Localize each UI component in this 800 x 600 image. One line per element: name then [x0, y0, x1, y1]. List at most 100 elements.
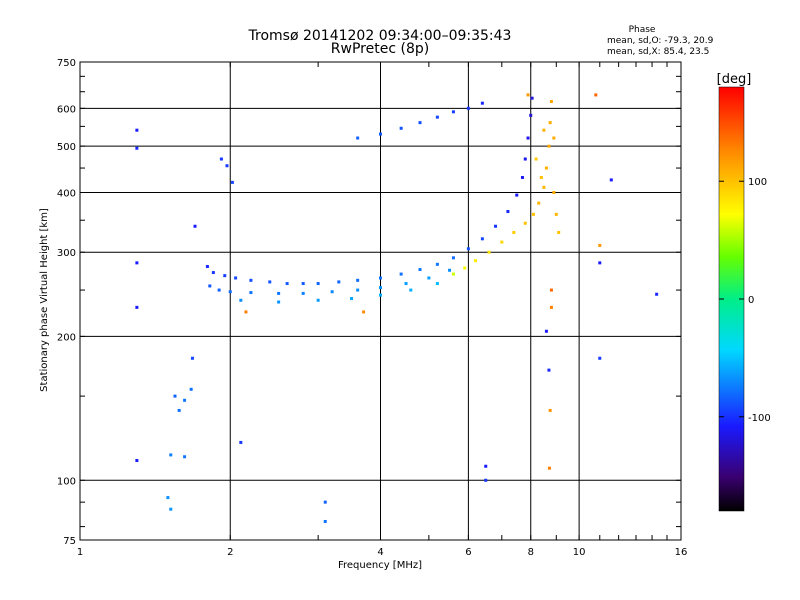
data-point	[337, 280, 341, 284]
data-point	[547, 368, 551, 372]
data-point	[523, 221, 527, 225]
data-point	[448, 268, 452, 272]
data-point	[379, 276, 382, 280]
data-point	[301, 291, 305, 295]
x-tick-label: 16	[675, 547, 688, 558]
data-point	[598, 356, 602, 360]
data-point	[451, 272, 455, 276]
data-point	[217, 288, 221, 292]
axis-ticks	[79, 61, 682, 540]
data-point	[362, 310, 366, 314]
data-point	[435, 282, 439, 286]
data-point	[547, 144, 551, 148]
data-point	[484, 464, 488, 468]
data-point	[330, 290, 334, 294]
data-point	[466, 247, 470, 251]
y-tick-label: 75	[63, 536, 76, 547]
data-point	[183, 455, 187, 459]
data-point	[350, 297, 354, 301]
data-point	[487, 250, 491, 254]
data-point	[418, 268, 422, 272]
y-axis-label: Stationary phase Virtual Height [km]	[39, 208, 50, 392]
data-point	[230, 180, 234, 184]
x-tick-label: 1	[77, 547, 83, 558]
data-point	[463, 266, 467, 270]
data-point	[523, 157, 527, 161]
colorbar-ticks: 100 0 -100	[719, 177, 771, 424]
data-point	[234, 276, 238, 280]
data-point	[557, 230, 561, 234]
data-point	[552, 190, 556, 194]
data-point	[189, 387, 193, 391]
x-tick-label: 2	[227, 547, 233, 558]
data-point	[249, 291, 253, 295]
colorbar-tick-label: 0	[748, 295, 754, 306]
x-tick-label: 4	[377, 547, 383, 558]
x-tick-label: 6	[465, 547, 471, 558]
data-point	[277, 300, 281, 304]
chart-subtitle: RwPretec (8p)	[331, 41, 429, 57]
data-point	[285, 282, 289, 286]
data-point	[169, 507, 173, 511]
data-point	[529, 113, 533, 117]
data-point	[211, 271, 215, 275]
data-points	[135, 93, 659, 523]
data-point	[547, 466, 551, 470]
data-point	[356, 136, 360, 140]
data-point	[173, 394, 177, 398]
data-point	[549, 288, 553, 292]
data-point	[223, 274, 227, 278]
data-point	[451, 256, 455, 260]
data-point	[549, 100, 553, 104]
data-point	[655, 292, 659, 296]
data-point	[249, 278, 253, 282]
data-point	[544, 329, 548, 333]
data-point	[549, 305, 553, 309]
data-point	[526, 93, 530, 97]
stats-x-line: mean, sd,X: 85.4, 23.5	[607, 47, 709, 57]
data-point	[435, 115, 439, 119]
data-point	[399, 126, 403, 130]
colorbar-tick-label: -100	[748, 413, 771, 424]
data-point	[244, 310, 248, 314]
data-point	[301, 282, 305, 286]
x-tick-label: 10	[573, 547, 586, 558]
tick-labels: 1 2 4 6 8 10 16 75 100 200 300 400 500 600 750	[57, 58, 687, 558]
data-point	[169, 453, 173, 457]
data-point	[435, 262, 439, 266]
y-tick-label: 300	[57, 248, 76, 259]
y-tick-label: 100	[57, 476, 76, 487]
data-point	[484, 478, 488, 482]
data-point	[190, 356, 194, 360]
data-point	[208, 284, 212, 288]
data-point	[480, 101, 484, 105]
data-point	[135, 146, 139, 150]
data-point	[500, 240, 504, 244]
data-point	[239, 440, 243, 444]
data-point	[534, 157, 538, 161]
data-point	[379, 293, 382, 297]
data-point	[404, 282, 408, 286]
data-point	[554, 212, 558, 216]
data-point	[542, 128, 546, 132]
chart-title: Tromsø 20141202 09:34:00–09:35:43	[248, 28, 512, 44]
data-point	[539, 175, 543, 179]
data-point	[594, 93, 598, 97]
data-point	[228, 290, 232, 294]
y-tick-label: 750	[57, 58, 76, 69]
grid-lines	[80, 62, 681, 540]
data-point	[399, 272, 403, 276]
data-point	[323, 500, 327, 504]
data-point	[166, 496, 170, 500]
data-point	[323, 519, 327, 523]
data-point	[205, 265, 209, 269]
data-point	[356, 288, 360, 292]
data-point	[548, 121, 552, 125]
data-point	[268, 280, 272, 284]
data-point	[183, 398, 187, 402]
data-point	[316, 298, 320, 302]
data-point	[473, 259, 477, 263]
data-point	[379, 132, 382, 136]
data-point	[427, 276, 431, 280]
colorbar-tick-label: 100	[748, 177, 767, 188]
